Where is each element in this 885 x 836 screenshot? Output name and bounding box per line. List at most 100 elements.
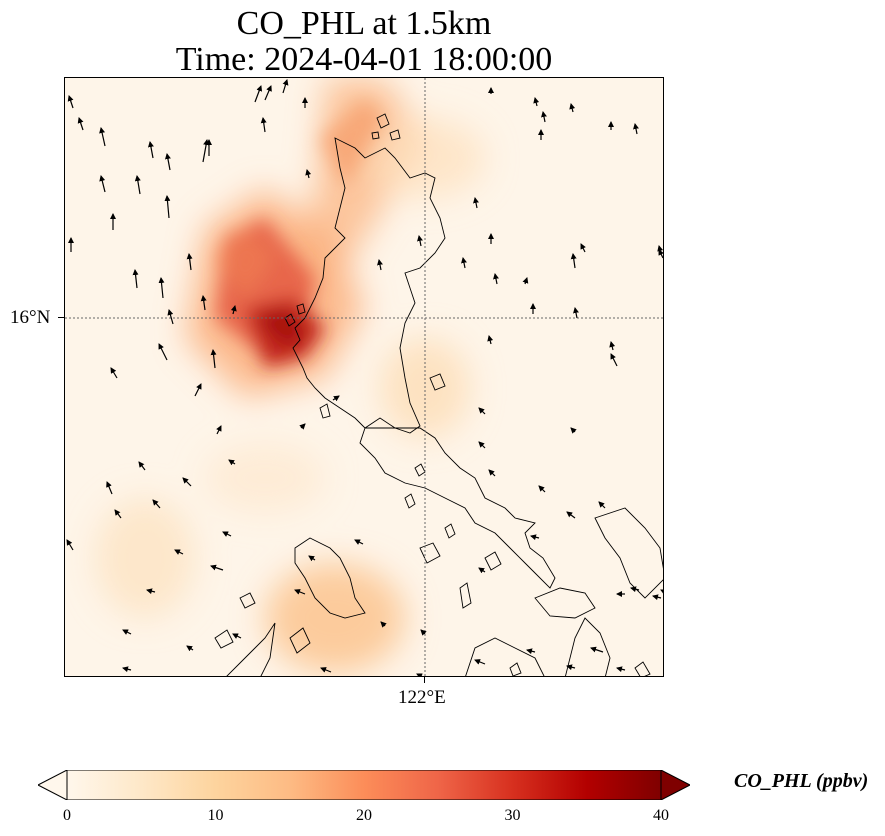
wind-arrow (134, 175, 141, 195)
colorbar-tick-label: 0 (63, 807, 71, 824)
wind-arrow (99, 175, 106, 193)
wind-arrow (77, 117, 84, 131)
wind-arrow (216, 425, 222, 435)
wind-arrow (566, 511, 576, 519)
wind-arrow (354, 539, 364, 545)
wind-arrow (232, 633, 242, 639)
wind-arrow (474, 659, 486, 665)
map-canvas (65, 78, 663, 676)
longitude-tick-label: 122°E (398, 687, 446, 708)
wind-arrow (122, 666, 132, 673)
colorbar-tick-label: 10 (207, 807, 224, 824)
wind-arrow (652, 594, 662, 601)
map-panel[interactable] (64, 77, 664, 677)
colorbar-extend-high (660, 770, 690, 800)
wind-arrow (538, 485, 546, 493)
wind-arrow (377, 259, 383, 271)
wind-arrow (616, 666, 626, 673)
wind-arrow (152, 499, 161, 509)
wind-arrow (106, 481, 113, 495)
wind-arrow (132, 269, 139, 289)
wind-arrow (420, 629, 427, 636)
wind-arrow (110, 367, 118, 379)
colorbar-gradient (66, 770, 662, 800)
wind-arrow (99, 127, 106, 147)
wind-arrow (147, 141, 154, 159)
colorbar (38, 770, 690, 800)
wind-arrow (186, 645, 194, 652)
wind-arrow (200, 295, 207, 311)
wind-arrow (228, 459, 236, 466)
map-title: CO_PHL at 1.5km (236, 5, 492, 42)
wind-arrow (566, 664, 576, 671)
colorbar-tick-label: 40 (653, 807, 669, 824)
wind-arrow (138, 461, 146, 471)
wind-arrow (478, 407, 486, 415)
wind-arrow (202, 139, 210, 163)
wind-arrow (493, 273, 499, 285)
colorbar-title: CO_PHL (ppbv) (734, 770, 869, 792)
wind-arrow (308, 555, 316, 562)
wind-arrow (598, 501, 606, 509)
wind-arrow (633, 123, 639, 135)
wind-arrow (522, 277, 529, 285)
wind-arrow (222, 531, 232, 537)
wind-arrow (114, 509, 122, 519)
wind-arrow (164, 195, 171, 219)
map-time-subtitle: Time: 2024-04-01 18:00:00 (175, 41, 553, 78)
wind-vectors (66, 79, 663, 676)
wind-arrow (294, 589, 306, 595)
wind-arrow (569, 103, 576, 113)
gridlines (65, 78, 663, 676)
ytick-mark (58, 317, 64, 318)
wind-arrow (122, 629, 132, 635)
wind-arrow (526, 648, 536, 655)
wind-arrow (332, 395, 340, 402)
wind-arrow (610, 353, 618, 367)
wind-arrow (67, 95, 74, 109)
wind-arrow (299, 423, 306, 430)
wind-arrow (254, 85, 263, 103)
wind-arrow (230, 305, 237, 315)
wind-arrow (530, 534, 540, 541)
wind-arrow (478, 441, 486, 449)
wind-arrow (487, 335, 494, 345)
wind-arrow (630, 586, 640, 593)
wind-arrow (167, 309, 174, 325)
colorbar-tick-label: 30 (504, 807, 521, 824)
wind-arrow (380, 621, 387, 628)
wind-arrow (660, 589, 663, 595)
wind-arrow (570, 253, 577, 269)
wind-arrow (478, 567, 486, 574)
wind-arrow (260, 117, 267, 133)
wind-arrow (164, 153, 171, 171)
wind-arrow (533, 97, 540, 107)
latitude-tick-label: 16°N (10, 307, 51, 328)
xtick-mark (424, 677, 425, 683)
concentration-field (95, 78, 485, 673)
wind-arrow (541, 111, 547, 123)
wind-arrow (210, 564, 224, 571)
wind-arrow (320, 667, 332, 673)
coastlines (214, 113, 663, 676)
wind-arrow (416, 673, 423, 676)
wind-arrow (282, 79, 289, 94)
wind-arrow (573, 307, 579, 319)
wind-arrow (186, 253, 193, 271)
wind-arrow (473, 197, 479, 209)
colorbar-extend-low (38, 770, 68, 800)
wind-arrow (194, 383, 202, 397)
wind-arrow (658, 249, 663, 259)
wind-arrow (417, 235, 423, 247)
wind-arrow (158, 343, 168, 361)
wind-arrow (488, 469, 496, 477)
wind-arrow (305, 169, 312, 179)
wind-arrow (570, 427, 577, 434)
wind-arrow (174, 549, 184, 555)
wind-arrow (210, 349, 217, 369)
wind-arrow (264, 85, 272, 101)
wind-arrow (182, 477, 192, 487)
colorbar-tick-label: 20 (356, 807, 372, 824)
wind-arrow (461, 257, 467, 269)
wind-arrow (609, 341, 616, 351)
